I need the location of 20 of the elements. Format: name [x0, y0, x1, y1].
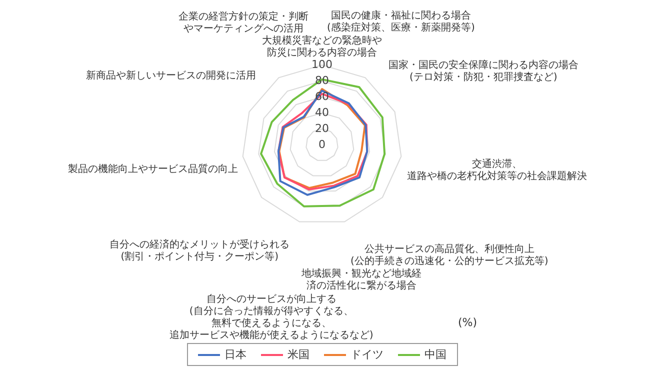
spoke-label: 交通渋滞、道路や橋の老朽化対策等の社会課題解決 — [406, 158, 587, 182]
y-tick-label: 100 — [312, 58, 332, 71]
spoke-label: 製品の機能向上やサービス品質の向上 — [68, 162, 238, 175]
spoke-label: 企業の経営方針の策定・判断やマーケティングへの活用 — [178, 10, 308, 34]
spoke-label: 大規模災害などの緊急時や防災に関わる内容の場合 — [262, 34, 382, 59]
y-tick-label: 20 — [315, 122, 329, 135]
y-tick-label: 40 — [315, 106, 329, 119]
legend-label: 日本 — [224, 347, 246, 362]
spoke-label: 自分への経済的なメリットが受けられる(割引・ポイント付与・クーポン等) — [110, 238, 290, 263]
legend-label: 米国 — [288, 347, 310, 362]
spoke-label: 新商品や新しいサービスの開発に活用 — [86, 70, 256, 82]
legend-label: ドイツ — [350, 347, 384, 362]
spoke-label: 公共サービスの高品質化、利便性向上(公的手続きの迅速化・公的サービス拡充等) — [350, 243, 548, 268]
spoke-label: 国民の健康・福祉に関わる場合(感染症対策、医療・新薬開発等) — [327, 10, 475, 34]
text: (%) — [458, 316, 478, 329]
y-tick-label: 0 — [318, 138, 326, 151]
legend-label: 中国 — [424, 347, 446, 362]
spoke-label: 自分へのサービスが向上する(自分に合った情報が得やすくなる、無料で使えるようになる、追加サービスや機能が使えるようになるなど) — [169, 293, 374, 342]
spoke-label: 地域振興・観光など地域経済の活性化に繋がる場合 — [300, 267, 422, 292]
spoke-label: 国家・国民の安全保障に関わる内容の場合(テロ対策・防犯・犯罪捜査など) — [388, 58, 578, 83]
